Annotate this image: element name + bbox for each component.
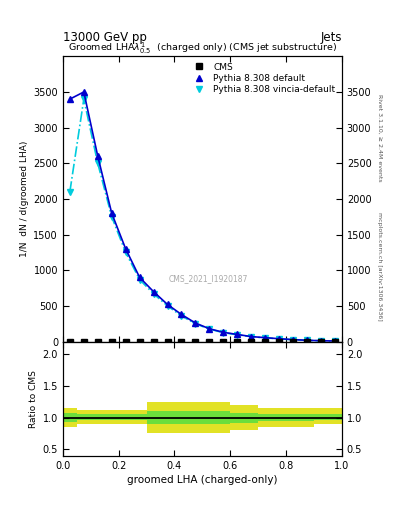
Pythia 8.308 vincia-default [151, 291, 156, 297]
CMS [179, 338, 184, 345]
CMS [193, 338, 198, 345]
Pythia 8.308 default [179, 311, 184, 317]
Pythia 8.308 vincia-default [109, 214, 114, 220]
X-axis label: groomed LHA (charged-only): groomed LHA (charged-only) [127, 475, 277, 485]
Pythia 8.308 vincia-default [291, 337, 296, 343]
CMS [319, 338, 323, 345]
Pythia 8.308 default [277, 336, 281, 342]
CMS [165, 338, 170, 345]
Line: Pythia 8.308 vincia-default: Pythia 8.308 vincia-default [67, 96, 338, 344]
CMS [109, 338, 114, 345]
Pythia 8.308 vincia-default [165, 303, 170, 309]
Line: Pythia 8.308 default: Pythia 8.308 default [67, 89, 338, 344]
Pythia 8.308 vincia-default [137, 276, 142, 283]
CMS [81, 338, 86, 345]
Pythia 8.308 default [332, 338, 337, 344]
CMS [137, 338, 142, 345]
Pythia 8.308 vincia-default [207, 326, 212, 332]
Pythia 8.308 default [137, 274, 142, 281]
Pythia 8.308 default [291, 336, 296, 343]
Pythia 8.308 default [235, 331, 240, 337]
Pythia 8.308 default [221, 329, 226, 335]
Pythia 8.308 vincia-default [249, 334, 253, 340]
CMS [123, 338, 128, 345]
Pythia 8.308 default [193, 320, 198, 326]
Pythia 8.308 default [68, 96, 72, 102]
Text: CMS_2021_I1920187: CMS_2021_I1920187 [168, 274, 248, 283]
Pythia 8.308 vincia-default [193, 321, 198, 327]
Pythia 8.308 vincia-default [123, 249, 128, 255]
CMS [151, 338, 156, 345]
CMS [68, 338, 72, 345]
CMS [305, 338, 309, 345]
Pythia 8.308 default [249, 333, 253, 339]
Pythia 8.308 vincia-default [221, 330, 226, 336]
Text: Rivet 3.1.10, ≥ 2.4M events: Rivet 3.1.10, ≥ 2.4M events [377, 94, 382, 182]
Title: Groomed LHA$\lambda^1_{0.5}$  (charged only) (CMS jet substructure): Groomed LHA$\lambda^1_{0.5}$ (charged on… [68, 41, 337, 56]
Legend: CMS, Pythia 8.308 default, Pythia 8.308 vincia-default: CMS, Pythia 8.308 default, Pythia 8.308 … [187, 61, 338, 96]
Pythia 8.308 default [123, 246, 128, 252]
CMS [235, 338, 240, 345]
Pythia 8.308 default [109, 210, 114, 216]
Pythia 8.308 default [151, 289, 156, 295]
Y-axis label: Ratio to CMS: Ratio to CMS [29, 370, 39, 428]
CMS [207, 338, 212, 345]
CMS [95, 338, 100, 345]
Pythia 8.308 default [263, 334, 268, 340]
CMS [221, 338, 226, 345]
Pythia 8.308 default [165, 302, 170, 308]
Pythia 8.308 vincia-default [95, 160, 100, 166]
Text: mcplots.cern.ch [arXiv:1306.3436]: mcplots.cern.ch [arXiv:1306.3436] [377, 212, 382, 321]
CMS [249, 338, 253, 345]
Pythia 8.308 vincia-default [319, 338, 323, 344]
Pythia 8.308 vincia-default [68, 189, 72, 195]
Pythia 8.308 default [81, 89, 86, 95]
Pythia 8.308 vincia-default [179, 313, 184, 319]
Pythia 8.308 vincia-default [81, 96, 86, 102]
CMS [277, 338, 281, 345]
Pythia 8.308 vincia-default [277, 336, 281, 342]
Line: CMS: CMS [67, 339, 338, 345]
Pythia 8.308 default [207, 326, 212, 332]
Pythia 8.308 vincia-default [305, 337, 309, 344]
CMS [291, 338, 296, 345]
Y-axis label: 1/N  dN / d(groomed LHA): 1/N dN / d(groomed LHA) [20, 141, 29, 257]
Pythia 8.308 default [319, 337, 323, 344]
Pythia 8.308 default [95, 153, 100, 159]
Pythia 8.308 vincia-default [263, 335, 268, 341]
Pythia 8.308 vincia-default [235, 332, 240, 338]
Pythia 8.308 vincia-default [332, 338, 337, 344]
Text: Jets: Jets [320, 31, 342, 44]
CMS [332, 338, 337, 345]
Text: 13000 GeV pp: 13000 GeV pp [63, 31, 147, 44]
CMS [263, 338, 268, 345]
Pythia 8.308 default [305, 337, 309, 344]
